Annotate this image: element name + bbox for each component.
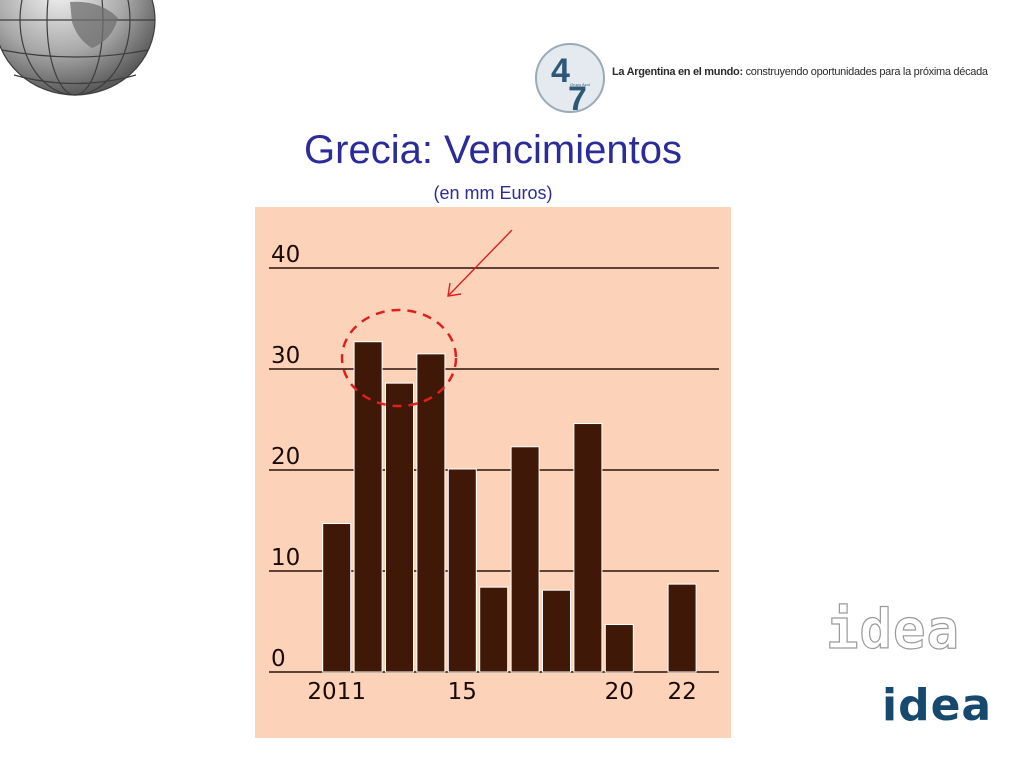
y-tick-label: 40 <box>271 242 300 268</box>
y-tick-label: 20 <box>271 444 300 470</box>
bar-2014 <box>416 353 446 673</box>
globe-logo-icon <box>0 0 156 96</box>
slide-subtitle: (en mm Euros) <box>433 183 553 203</box>
tagline-bold: La Argentina en el mundo: <box>612 66 743 78</box>
y-tick-label: 0 <box>271 646 286 672</box>
bar-2016 <box>479 586 509 673</box>
idea-solid-logo: idea <box>882 680 993 731</box>
highlight-circle <box>340 308 458 408</box>
highlight-arrow-head <box>447 282 462 297</box>
bar-2013 <box>385 382 414 673</box>
bar-22 <box>667 583 697 673</box>
bar-2019 <box>573 423 603 673</box>
bar-2017 <box>510 446 540 673</box>
maturities-bar-chart: 0 10 20 30 40 2011 15 20 22 <box>255 207 731 738</box>
slide-title: Grecia: Vencimientos <box>304 128 682 172</box>
x-tick-label: 2011 <box>307 679 366 705</box>
bar-2011 <box>322 523 352 673</box>
logo-small-text: Grupo Azul <box>570 82 590 87</box>
y-tick-label: 10 <box>271 545 300 571</box>
bar-2012 <box>353 341 383 673</box>
logo-digit-bottom: 7 <box>568 80 587 114</box>
x-tick-label: 20 <box>605 679 634 705</box>
idea-outline-logo: idea <box>825 597 961 661</box>
highlight-arrow-line <box>448 229 513 296</box>
tagline-rest: construyendo oportunidades para la próxi… <box>742 66 988 78</box>
x-tick-label: 15 <box>448 679 477 705</box>
grupo-47-logo-icon: 4 7 Grupo Azul <box>535 43 605 114</box>
x-tick-label: 22 <box>667 679 696 705</box>
logo-digit-top: 4 <box>551 52 570 90</box>
bar-2018 <box>542 589 571 673</box>
y-tick-label: 30 <box>271 343 300 369</box>
header-tagline: La Argentina en el mundo: construyendo o… <box>612 66 988 78</box>
bar-20 <box>604 624 634 673</box>
bar-15 <box>447 468 477 673</box>
